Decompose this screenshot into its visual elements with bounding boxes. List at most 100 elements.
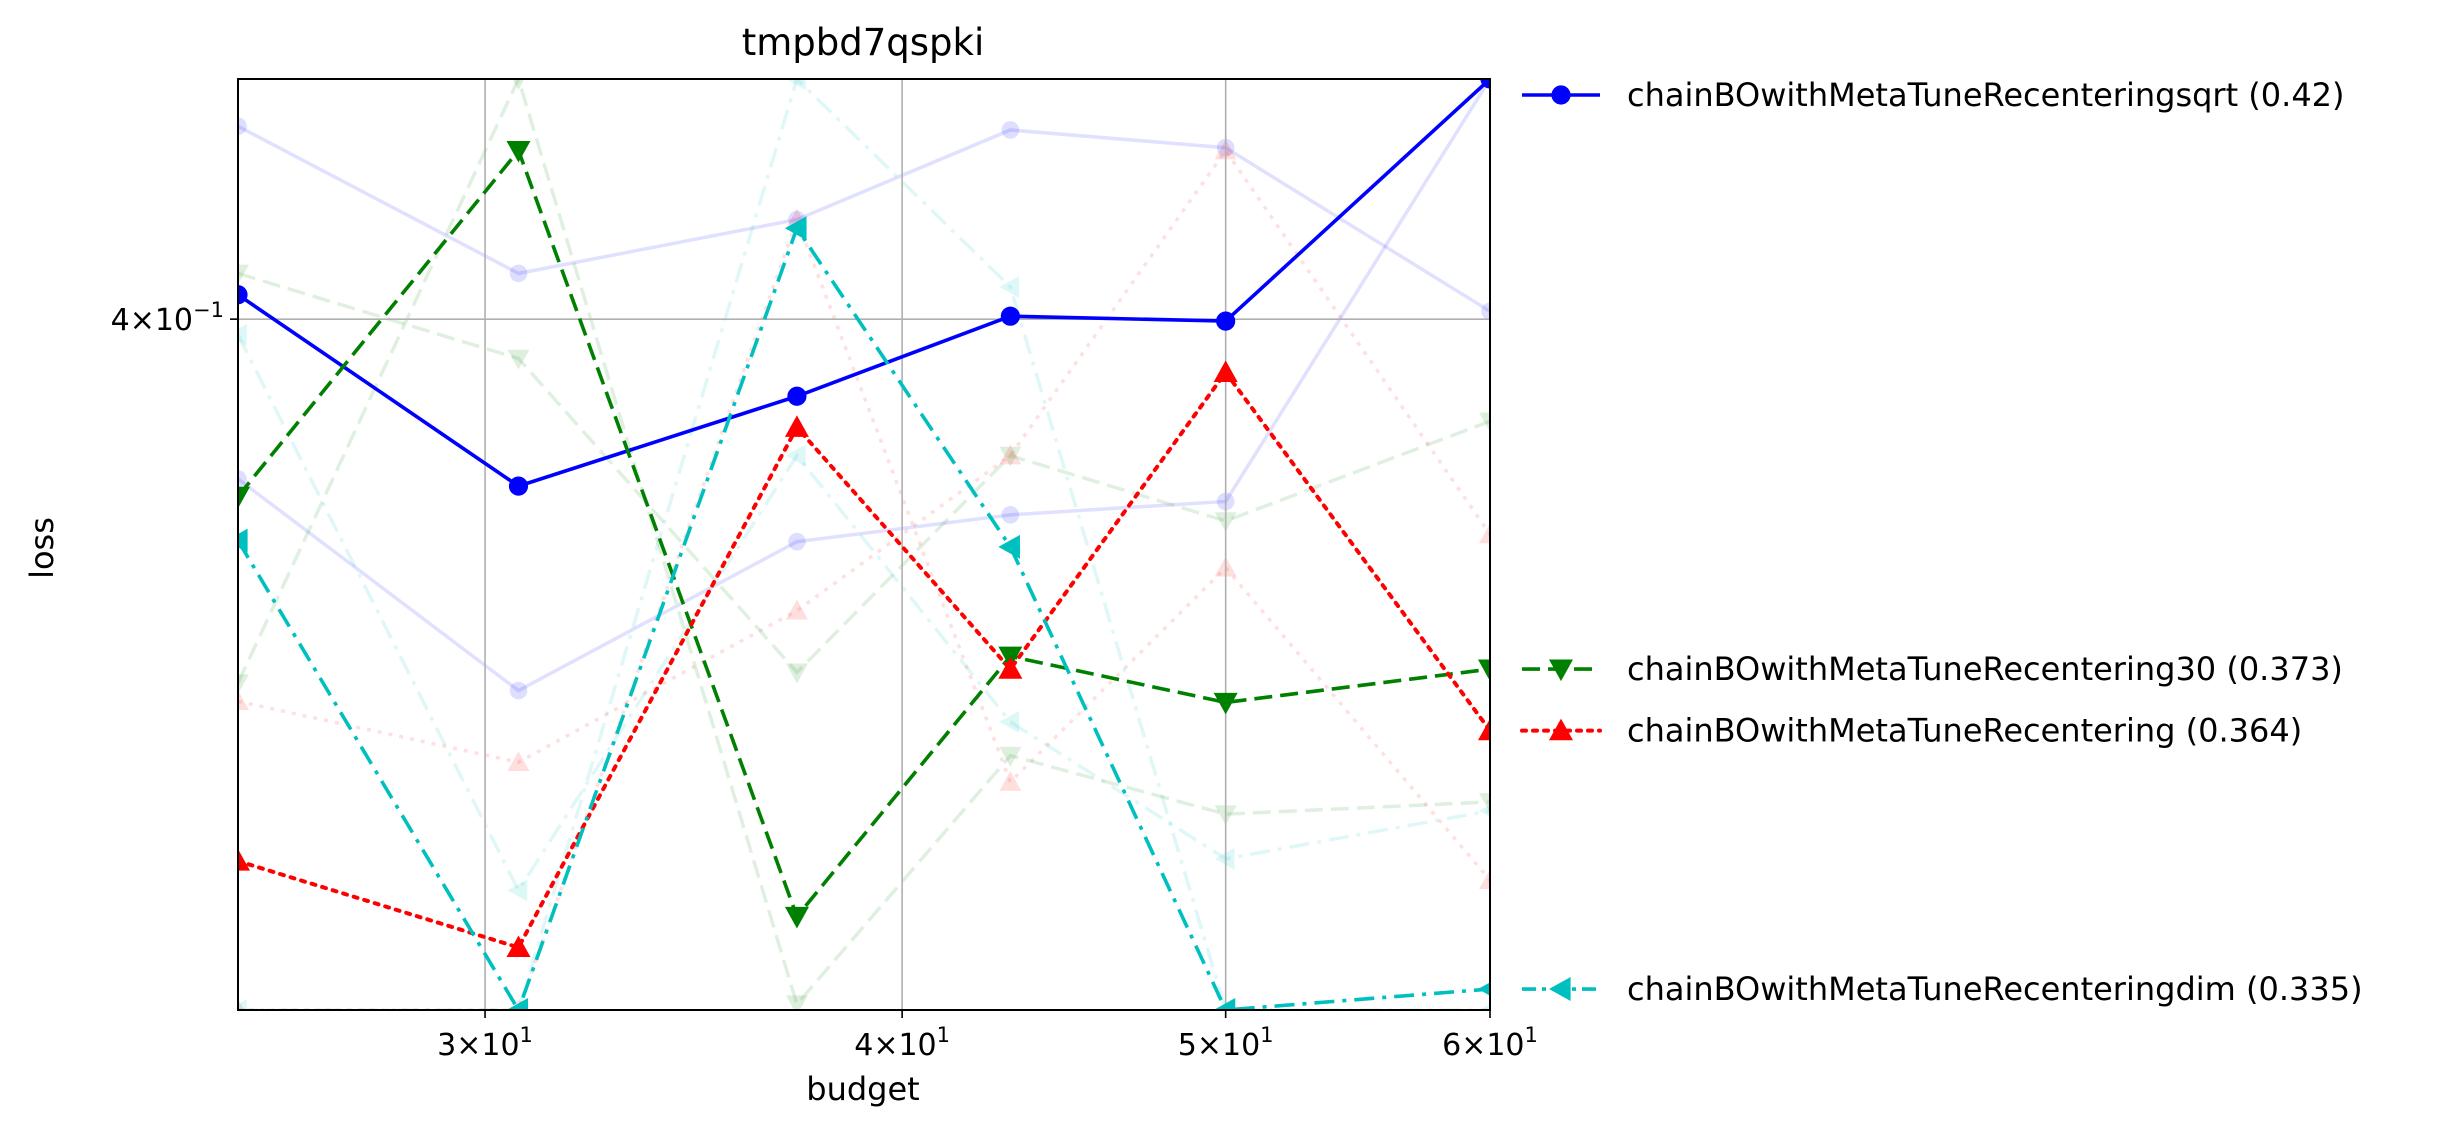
chart-title: tmpbd7qspki bbox=[742, 21, 985, 64]
background-series-point bbox=[999, 444, 1022, 465]
data-point bbox=[238, 285, 248, 305]
background-series-point bbox=[999, 746, 1022, 767]
x-tick-label: 5×101 bbox=[1178, 1023, 1274, 1063]
x-axis-title: budget bbox=[806, 1070, 919, 1108]
legend-label: chainBOwithMetaTuneRecenteringdim (0.335… bbox=[1627, 970, 2363, 1008]
background-series-point bbox=[1479, 804, 1490, 817]
background-series-point bbox=[785, 79, 806, 90]
background-series-point bbox=[999, 446, 1022, 467]
background-series-point bbox=[238, 264, 249, 285]
background-series-point bbox=[238, 999, 247, 1010]
grid-lines bbox=[238, 79, 1491, 1010]
data-point bbox=[506, 998, 529, 1010]
background-series-point bbox=[1479, 793, 1490, 813]
background-series-point bbox=[507, 751, 530, 772]
series-1 bbox=[238, 79, 1490, 496]
axis-ticks: 3×101 4×101 5×101 6×101 4×10−1 bbox=[111, 298, 1538, 1063]
background-series-point bbox=[1481, 302, 1490, 321]
background-series bbox=[238, 79, 1490, 1010]
data-point bbox=[506, 140, 531, 163]
legend-label: chainBOwithMetaTuneRecenteringsqrt (0.42… bbox=[1627, 76, 2345, 114]
data-point bbox=[1480, 79, 1490, 89]
series-line bbox=[238, 146, 1490, 921]
series-line bbox=[238, 79, 1490, 489]
background-series-point bbox=[999, 771, 1022, 791]
legend-entry: chainBOwithMetaTuneRecentering (0.364) bbox=[1520, 712, 2302, 750]
legend-entry: chainBOwithMetaTuneRecenteringdim (0.335… bbox=[1522, 970, 2363, 1008]
data-point bbox=[1213, 998, 1236, 1010]
data-point bbox=[1213, 692, 1238, 715]
background-series-line bbox=[238, 214, 1490, 1010]
background-series-point bbox=[785, 663, 808, 684]
main-series bbox=[238, 79, 1490, 1010]
legend-label: chainBOwithMetaTuneRecentering (0.364) bbox=[1627, 712, 2302, 750]
background-series-point bbox=[509, 264, 528, 283]
data-point bbox=[238, 528, 248, 553]
background-series-point bbox=[1001, 506, 1020, 524]
data-point bbox=[1478, 659, 1490, 682]
background-series-point bbox=[788, 532, 806, 551]
background-series-point bbox=[785, 444, 806, 467]
background-series-point bbox=[1479, 869, 1490, 890]
background-series-point bbox=[238, 470, 247, 488]
legend-marker bbox=[1549, 659, 1573, 682]
background-series-point bbox=[1214, 847, 1235, 870]
background-series-line bbox=[238, 124, 1490, 313]
data-point bbox=[508, 476, 529, 496]
background-series-point bbox=[785, 599, 808, 620]
background-series-point bbox=[1479, 412, 1490, 433]
data-point bbox=[998, 657, 1023, 679]
data-point bbox=[1000, 306, 1020, 326]
data-point bbox=[784, 415, 809, 437]
background-series-line bbox=[238, 147, 1490, 765]
background-series-point bbox=[507, 349, 530, 370]
background-series-point bbox=[999, 275, 1020, 298]
data-point bbox=[1216, 311, 1236, 331]
background-series-point bbox=[238, 690, 249, 711]
background-series-point bbox=[238, 674, 249, 695]
data-point bbox=[1478, 718, 1490, 741]
background-series-line bbox=[238, 79, 1490, 1008]
background-series-point bbox=[507, 879, 528, 902]
data-point bbox=[238, 486, 250, 509]
background-series-point bbox=[1001, 121, 1020, 139]
data-point bbox=[998, 534, 1020, 559]
background-series-point bbox=[238, 117, 247, 136]
data-point bbox=[238, 849, 250, 871]
legend-marker bbox=[1549, 977, 1571, 1002]
legend: chainBOwithMetaTuneRecenteringsqrt (0.42… bbox=[1520, 76, 2363, 1008]
y-axis-title: loss bbox=[23, 517, 61, 579]
background-series-point bbox=[785, 995, 808, 1010]
x-tick-label: 4×101 bbox=[854, 1023, 950, 1063]
y-tick-label: 4×10−1 bbox=[111, 298, 224, 338]
series-line bbox=[238, 224, 1490, 1010]
legend-entry: chainBOwithMetaTuneRecentering30 (0.373) bbox=[1522, 650, 2343, 688]
data-point bbox=[784, 216, 807, 241]
legend-marker bbox=[1551, 85, 1571, 105]
x-tick-label: 6×101 bbox=[1442, 1023, 1538, 1063]
legend-label: chainBOwithMetaTuneRecentering30 (0.373) bbox=[1627, 650, 2343, 688]
legend-entry: chainBOwithMetaTuneRecenteringsqrt (0.42… bbox=[1522, 76, 2345, 114]
series-4 bbox=[238, 216, 1490, 1010]
series-line bbox=[238, 368, 1490, 950]
data-point bbox=[1213, 360, 1238, 382]
background-series-point bbox=[509, 681, 528, 700]
plot-frame bbox=[237, 78, 1491, 1011]
series-3 bbox=[238, 360, 1490, 958]
background-series-line bbox=[238, 79, 1490, 693]
background-series-line bbox=[238, 271, 1490, 675]
data-point bbox=[784, 906, 809, 929]
data-point bbox=[787, 386, 807, 406]
background-series-line bbox=[238, 334, 1490, 894]
background-series-point bbox=[238, 323, 247, 346]
background-series-point bbox=[999, 710, 1020, 733]
x-tick-label: 3×101 bbox=[437, 1023, 533, 1063]
legend-marker bbox=[1549, 718, 1573, 741]
background-series-point bbox=[1479, 523, 1490, 544]
data-point bbox=[1478, 982, 1490, 996]
background-series-point bbox=[1479, 1003, 1490, 1010]
background-series-line bbox=[238, 79, 1490, 1010]
background-series-point bbox=[512, 79, 525, 90]
series-2 bbox=[238, 140, 1490, 929]
